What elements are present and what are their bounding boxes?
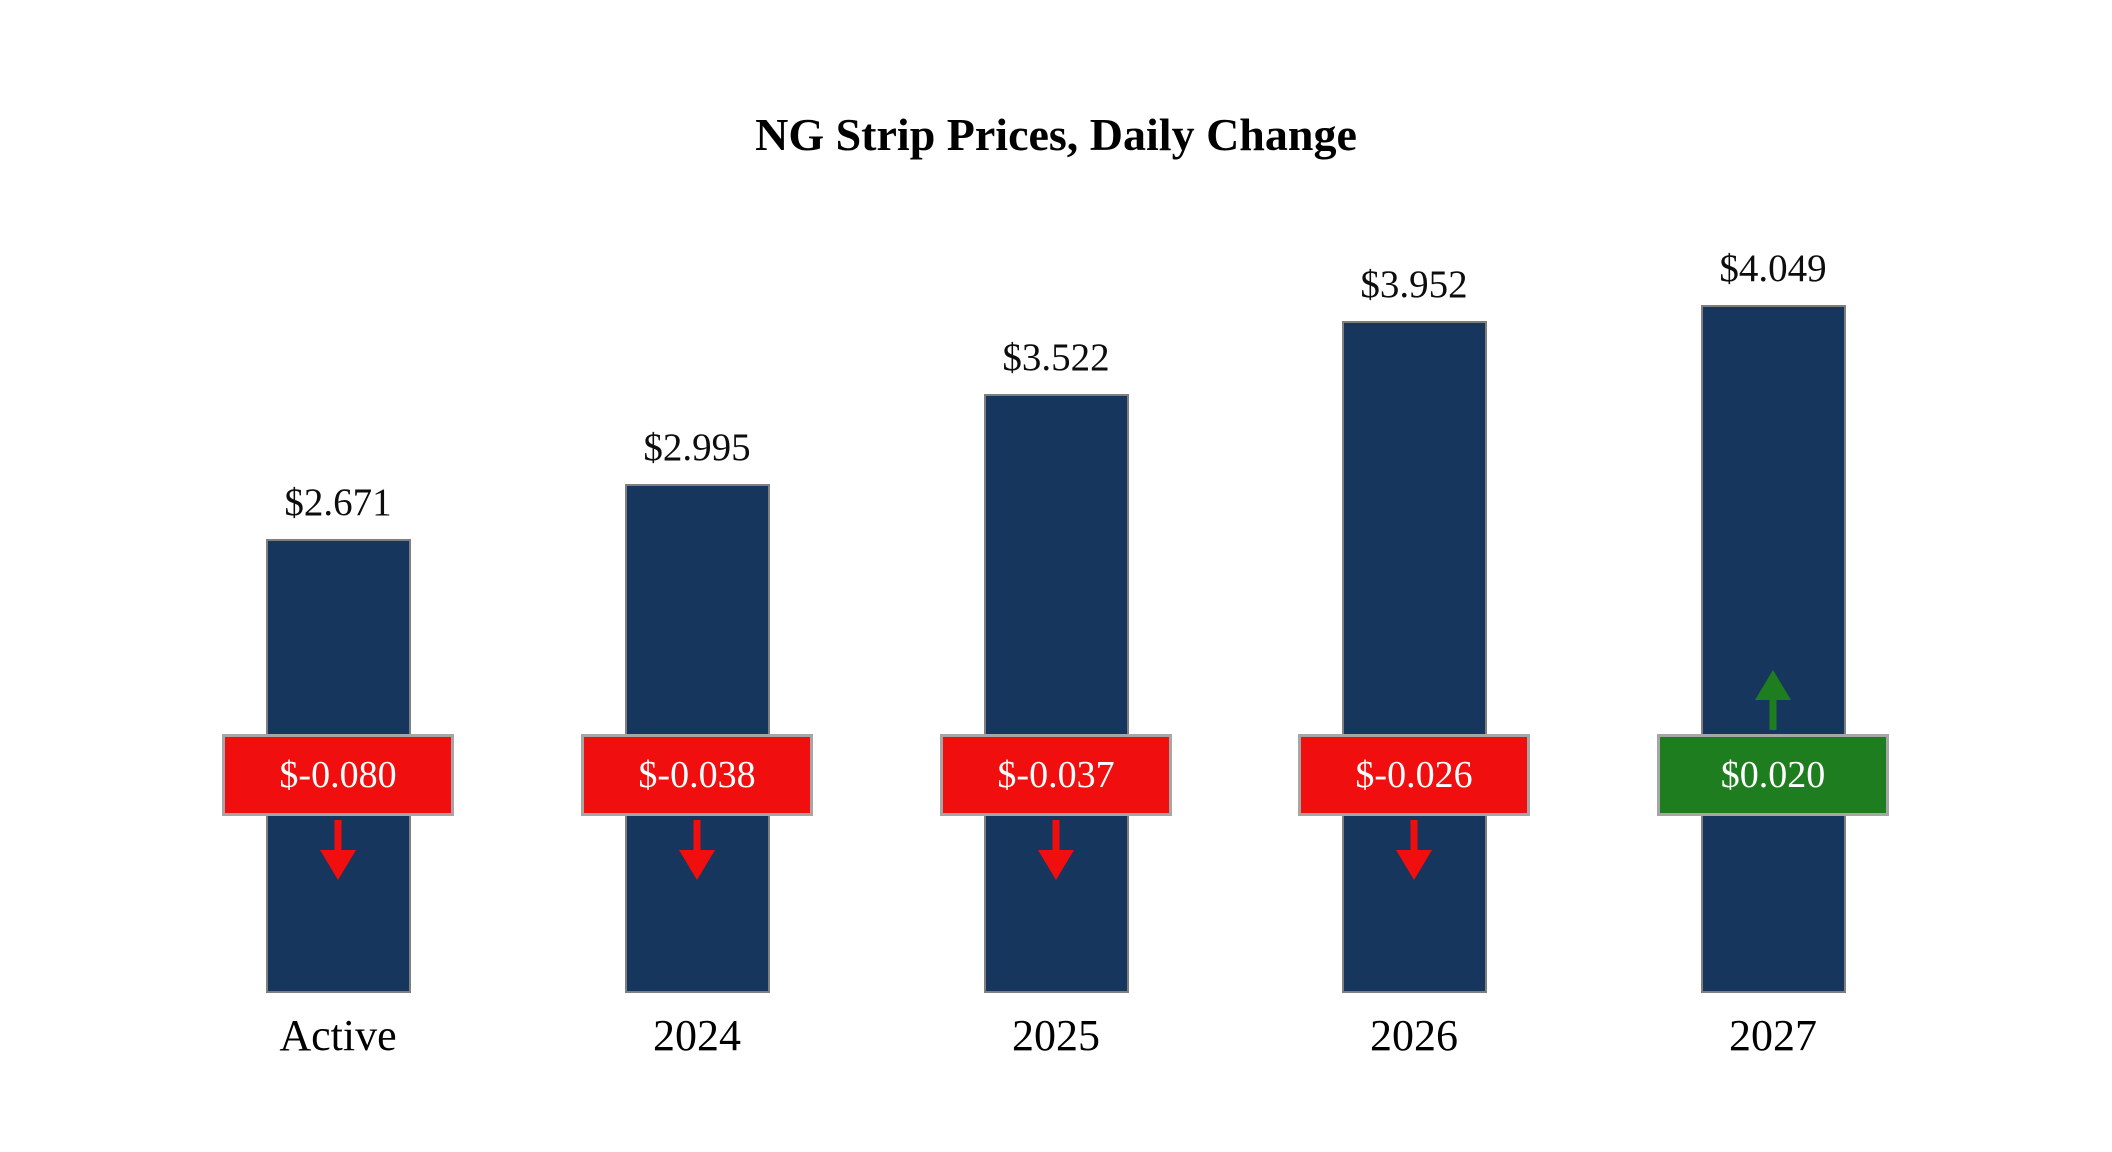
chart-title: NG Strip Prices, Daily Change	[755, 109, 1357, 160]
bar-value-label: $3.522	[1002, 336, 1110, 379]
bar-value-label: $3.952	[1360, 263, 1468, 306]
bar-value-label: $4.049	[1719, 247, 1827, 290]
down-arrow-icon	[313, 818, 363, 882]
change-badge: $-0.038	[581, 734, 813, 816]
change-badge: $-0.026	[1298, 734, 1530, 816]
bar-value-label: $2.671	[284, 481, 392, 524]
x-axis-label: 2024	[653, 1011, 741, 1060]
down-arrow-icon	[1031, 818, 1081, 882]
change-badge: $-0.037	[940, 734, 1172, 816]
bar	[1341, 321, 1487, 993]
bar	[1700, 305, 1846, 993]
change-badge: $0.020	[1657, 734, 1889, 816]
up-arrow-icon	[1748, 668, 1798, 732]
x-axis-label: 2027	[1729, 1011, 1817, 1060]
x-axis-label: Active	[279, 1011, 397, 1060]
down-arrow-icon	[672, 818, 722, 882]
change-badge: $-0.080	[222, 734, 454, 816]
x-axis-label: 2026	[1370, 1011, 1458, 1060]
down-arrow-icon	[1389, 818, 1439, 882]
bar-value-label: $2.995	[643, 426, 751, 469]
x-axis-label: 2025	[1012, 1011, 1100, 1060]
bar	[983, 394, 1129, 993]
